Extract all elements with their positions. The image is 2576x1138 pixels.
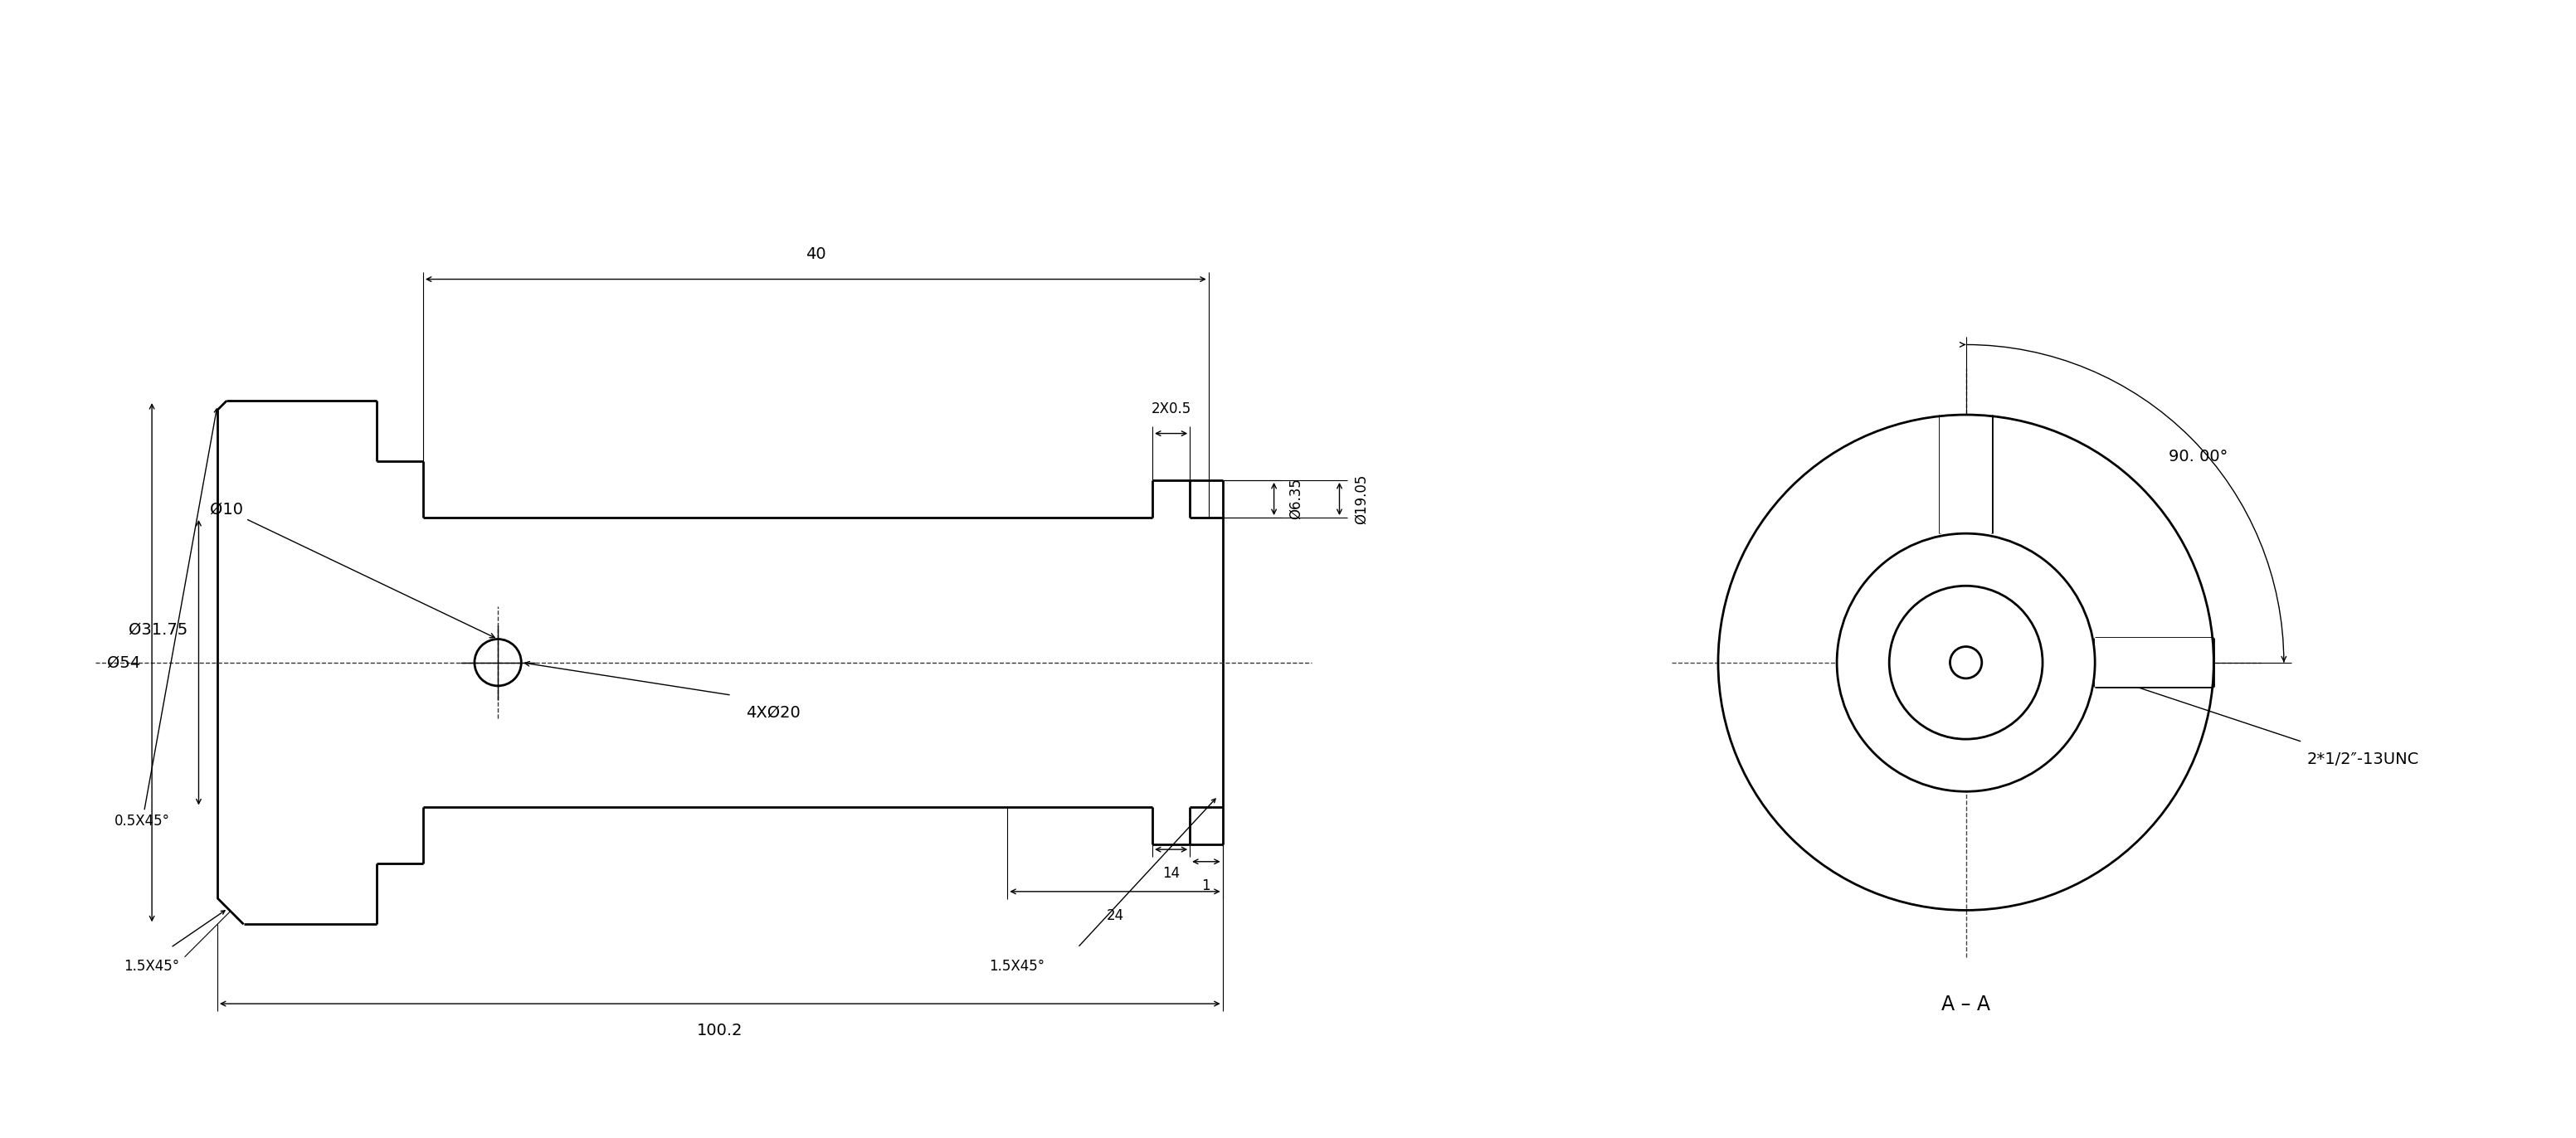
Text: 100.2: 100.2 bbox=[698, 1022, 742, 1038]
Text: Ø6.35: Ø6.35 bbox=[1288, 478, 1303, 520]
Text: 14: 14 bbox=[1162, 866, 1180, 881]
Text: Ø19.05: Ø19.05 bbox=[1352, 473, 1368, 523]
Text: 2X0.5: 2X0.5 bbox=[1151, 402, 1190, 417]
Polygon shape bbox=[1940, 414, 1991, 534]
Text: 0.5X45°: 0.5X45° bbox=[113, 409, 219, 828]
Text: Ø10: Ø10 bbox=[211, 502, 495, 637]
Text: Ø54: Ø54 bbox=[108, 654, 142, 670]
Circle shape bbox=[1837, 534, 2094, 792]
Text: 40: 40 bbox=[806, 247, 827, 263]
Text: 1.5X45°: 1.5X45° bbox=[989, 959, 1043, 974]
Text: 4XØ20: 4XØ20 bbox=[744, 704, 801, 720]
Polygon shape bbox=[216, 401, 1224, 662]
Text: 90. 00°: 90. 00° bbox=[2169, 448, 2228, 464]
Text: 24: 24 bbox=[1105, 908, 1123, 923]
Wedge shape bbox=[1718, 414, 2213, 910]
Text: 1.5X45°: 1.5X45° bbox=[124, 959, 180, 974]
Text: A – A: A – A bbox=[1942, 995, 1991, 1014]
Text: 2*1/2″-13UNC: 2*1/2″-13UNC bbox=[2308, 751, 2419, 767]
Text: 1: 1 bbox=[1203, 879, 1211, 893]
Polygon shape bbox=[216, 662, 1224, 924]
Text: Ø31.75: Ø31.75 bbox=[129, 621, 188, 637]
Polygon shape bbox=[1940, 414, 1991, 534]
Polygon shape bbox=[2094, 638, 2213, 687]
